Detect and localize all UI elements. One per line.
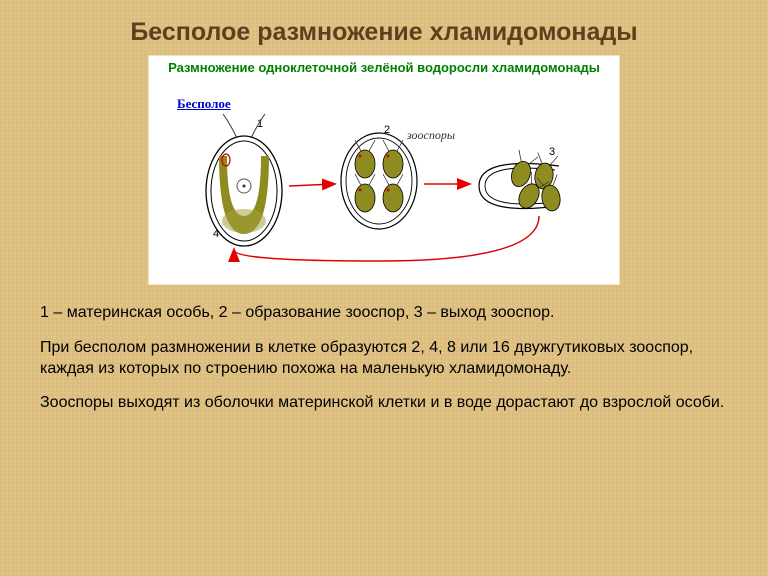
caption-legend: 1 – материнская особь, 2 – образование з… bbox=[40, 303, 728, 324]
figure-box: Размножение одноклеточной зелёной водоро… bbox=[148, 55, 620, 285]
caption-block: 1 – материнская особь, 2 – образование з… bbox=[40, 303, 728, 414]
slide-title: Бесполое размножение хламидомонады bbox=[40, 18, 728, 47]
slide: Бесполое размножение хламидомонады Размн… bbox=[0, 0, 768, 576]
stage-3-zoospore-release bbox=[479, 150, 563, 213]
stage-1-mother-cell bbox=[206, 114, 282, 246]
caption-para-1: При бесполом размножении в клетке образу… bbox=[40, 338, 728, 380]
caption-para-2: Зооспоры выходят из оболочки материнской… bbox=[40, 393, 728, 414]
arrow-1-2 bbox=[289, 184, 334, 186]
diagram-svg bbox=[149, 56, 619, 284]
stage-2-zoospore-formation bbox=[341, 133, 417, 229]
